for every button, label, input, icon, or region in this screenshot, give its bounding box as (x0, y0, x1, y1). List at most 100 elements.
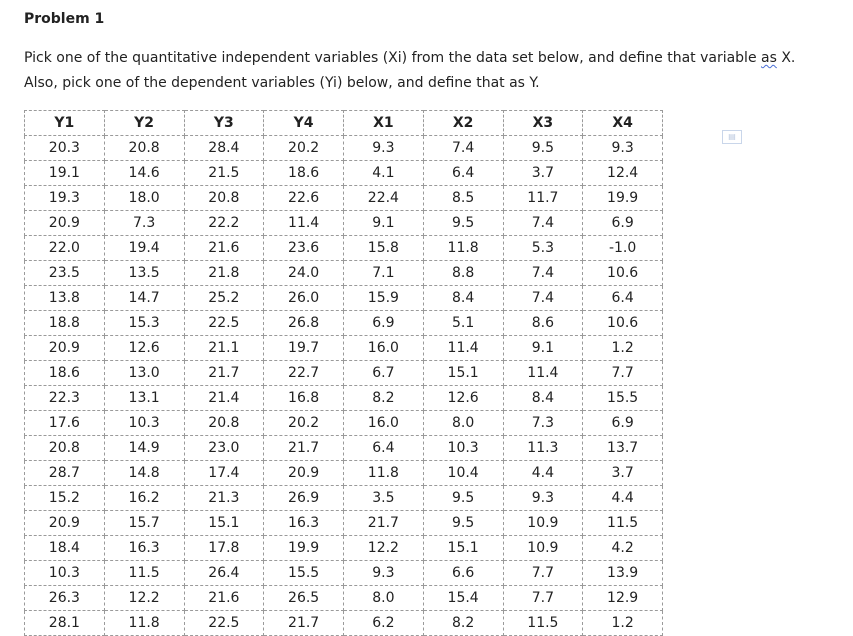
table-cell: 6.4 (343, 435, 424, 461)
table-cell: 7.7 (502, 585, 584, 611)
table-cell: 10.4 (422, 460, 504, 486)
table-cell: 28.1 (24, 610, 105, 636)
table-row: 28.7 14.8 17.4 20.9 11.8 10.4 4.4 3.7 (24, 460, 663, 486)
table-cell: 12.6 (103, 335, 185, 361)
table-cell: 6.7 (343, 360, 424, 386)
column-header-y2: Y2 (103, 110, 185, 136)
table-cell: 6.6 (422, 560, 504, 586)
table-cell: 11.8 (343, 460, 424, 486)
table-cell: 15.5 (263, 560, 344, 586)
table-cell: 21.7 (263, 435, 344, 461)
table-row: 17.6 10.3 20.8 20.2 16.0 8.0 7.3 6.9 (24, 410, 663, 436)
table-cell: 8.5 (422, 185, 504, 211)
column-header-x3: X3 (502, 110, 584, 136)
table-cell: 9.5 (502, 135, 584, 161)
table-cell: -1.0 (582, 235, 663, 261)
column-header-y4: Y4 (263, 110, 344, 136)
table-row: 22.0 19.4 21.6 23.6 15.8 11.8 5.3 -1.0 (24, 235, 663, 261)
column-header-y1: Y1 (24, 110, 105, 136)
spellcheck-flagged-word[interactable]: as (761, 50, 777, 66)
table-cell: 16.8 (263, 385, 344, 411)
table-cell: 11.8 (103, 610, 185, 636)
table-cell: 11.8 (422, 235, 504, 261)
table-row: 13.8 14.7 25.2 26.0 15.9 8.4 7.4 6.4 (24, 285, 663, 311)
table-cell: 7.4 (502, 260, 584, 286)
table-cell: 7.1 (343, 260, 424, 286)
table-cell: 15.3 (103, 310, 185, 336)
table-cell: 26.0 (263, 285, 344, 311)
table-cell: 21.3 (183, 485, 265, 511)
table-options-icon[interactable]: ▤ (722, 130, 742, 144)
table-cell: 18.4 (24, 535, 105, 561)
table-cell: 11.5 (103, 560, 185, 586)
table-cell: 7.7 (582, 360, 663, 386)
table-cell: 20.9 (24, 335, 105, 361)
table-cell: 7.3 (103, 210, 185, 236)
table-cell: 9.3 (343, 135, 424, 161)
instructions-text-1: Pick one of the quantitative independent… (24, 50, 762, 66)
table-cell: 9.5 (422, 510, 504, 536)
instructions-text-2: X. Also, pick one of the dependent varia… (24, 50, 796, 91)
table-cell: 8.4 (502, 385, 584, 411)
table-cell: 14.6 (103, 160, 185, 186)
table-cell: 22.2 (183, 210, 265, 236)
table-cell: 9.1 (502, 335, 584, 361)
table-cell: 25.2 (183, 285, 265, 311)
table-cell: 6.4 (582, 285, 663, 311)
table-cell: 7.4 (502, 285, 584, 311)
table-cell: 13.1 (103, 385, 185, 411)
table-cell: 21.5 (183, 160, 265, 186)
table-cell: 6.4 (422, 160, 504, 186)
table-cell: 3.5 (343, 485, 424, 511)
table-cell: 22.6 (263, 185, 344, 211)
table-cell: 11.3 (502, 435, 584, 461)
table-cell: 23.6 (263, 235, 344, 261)
table-cell: 19.3 (24, 185, 105, 211)
table-cell: 15.1 (422, 535, 504, 561)
table-row: 18.8 15.3 22.5 26.8 6.9 5.1 8.6 10.6 (24, 310, 663, 336)
table-cell: 14.7 (103, 285, 185, 311)
table-cell: 12.4 (582, 160, 663, 186)
table-cell: 11.5 (502, 610, 584, 636)
column-header-x2: X2 (422, 110, 504, 136)
table-cell: 20.8 (183, 410, 265, 436)
table-cell: 5.3 (502, 235, 584, 261)
table-row: 18.6 13.0 21.7 22.7 6.7 15.1 11.4 7.7 (24, 360, 663, 386)
table-cell: 18.8 (24, 310, 105, 336)
table-cell: 13.5 (103, 260, 185, 286)
table-cell: 28.7 (24, 460, 105, 486)
table-cell: 26.4 (183, 560, 265, 586)
table-cell: 17.8 (183, 535, 265, 561)
table-cell: 20.8 (183, 185, 265, 211)
table-cell: 15.9 (343, 285, 424, 311)
table-cell: 21.6 (183, 585, 265, 611)
table-cell: 23.5 (24, 260, 105, 286)
table-cell: 20.3 (24, 135, 105, 161)
table-cell: 13.0 (103, 360, 185, 386)
table-cell: 28.4 (183, 135, 265, 161)
table-cell: 20.2 (263, 410, 344, 436)
table-cell: 16.2 (103, 485, 185, 511)
table-row: 18.4 16.3 17.8 19.9 12.2 15.1 10.9 4.2 (24, 535, 663, 561)
table-cell: 8.2 (422, 610, 504, 636)
table-cell: 6.9 (582, 410, 663, 436)
table-cell: 10.6 (582, 260, 663, 286)
column-header-x1: X1 (343, 110, 424, 136)
table-cell: 8.6 (502, 310, 584, 336)
table-cell: 10.3 (24, 560, 105, 586)
table-row: 28.1 11.8 22.5 21.7 6.2 8.2 11.5 1.2 (24, 610, 663, 636)
table-cell: 3.7 (502, 160, 584, 186)
table-cell: 9.3 (582, 135, 663, 161)
table-cell: 8.2 (343, 385, 424, 411)
table-cell: 4.2 (582, 535, 663, 561)
table-cell: 19.7 (263, 335, 344, 361)
table-row: 26.3 12.2 21.6 26.5 8.0 15.4 7.7 12.9 (24, 585, 663, 611)
table-cell: 21.4 (183, 385, 265, 411)
table-cell: 10.9 (502, 510, 584, 536)
table-row: 15.2 16.2 21.3 26.9 3.5 9.5 9.3 4.4 (24, 485, 663, 511)
table-header-row: Y1 Y2 Y3 Y4 X1 X2 X3 X4 (24, 110, 663, 136)
table-cell: 21.7 (343, 510, 424, 536)
table-cell: 22.5 (183, 610, 265, 636)
table-row: 20.9 7.3 22.2 11.4 9.1 9.5 7.4 6.9 (24, 210, 663, 236)
table-cell: 15.5 (582, 385, 663, 411)
